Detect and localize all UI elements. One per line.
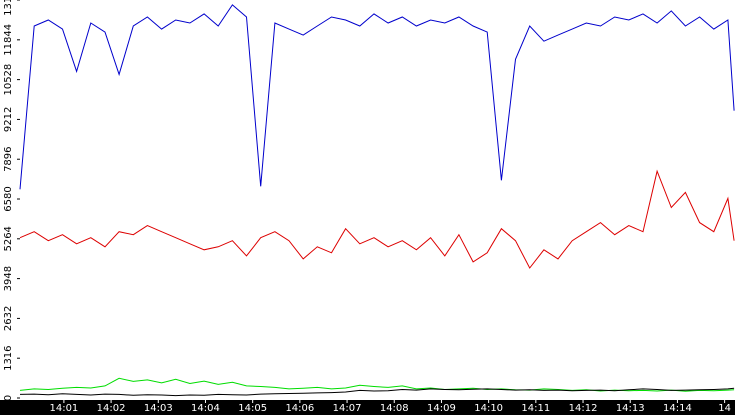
x-tick-label: 14:14 bbox=[663, 403, 692, 414]
x-tick-label: 14:08 bbox=[380, 403, 409, 414]
x-tick-label: 14:05 bbox=[238, 403, 267, 414]
y-tick-label: 2632 bbox=[3, 306, 14, 331]
x-tick-label: 14:13 bbox=[616, 403, 645, 414]
series-line bbox=[19, 169, 735, 269]
y-tick-label: 13161 bbox=[3, 0, 14, 16]
x-tick-label: 14:03 bbox=[144, 403, 173, 414]
y-tick-label: 0 bbox=[3, 395, 14, 401]
y-tick-label: 1316 bbox=[3, 345, 14, 370]
x-axis-bar bbox=[0, 400, 735, 415]
x-tick-label: 14:09 bbox=[427, 403, 456, 414]
x-tick-label: 14:01 bbox=[49, 403, 78, 414]
x-tick-label: 14:07 bbox=[333, 403, 362, 414]
x-tick-label: 14:11 bbox=[521, 403, 550, 414]
x-tick-label: 14:12 bbox=[569, 403, 598, 414]
y-tick-label: 3948 bbox=[3, 266, 14, 291]
series-line bbox=[19, 4, 735, 190]
x-tick-label: 14:04 bbox=[191, 403, 220, 414]
y-tick-label: 6580 bbox=[3, 186, 14, 211]
x-tick-label: 14:06 bbox=[285, 403, 314, 414]
y-tick-label: 7896 bbox=[3, 146, 14, 171]
y-tick-label: 11844 bbox=[3, 24, 14, 56]
y-tick-label: 9212 bbox=[3, 107, 14, 132]
x-tick-label: 14 bbox=[718, 403, 731, 414]
x-tick-label: 14:02 bbox=[97, 403, 126, 414]
y-tick-label: 5264 bbox=[3, 226, 14, 251]
y-tick-label: 10528 bbox=[3, 64, 14, 96]
x-tick-label: 14:10 bbox=[474, 403, 503, 414]
series-line bbox=[19, 387, 735, 397]
